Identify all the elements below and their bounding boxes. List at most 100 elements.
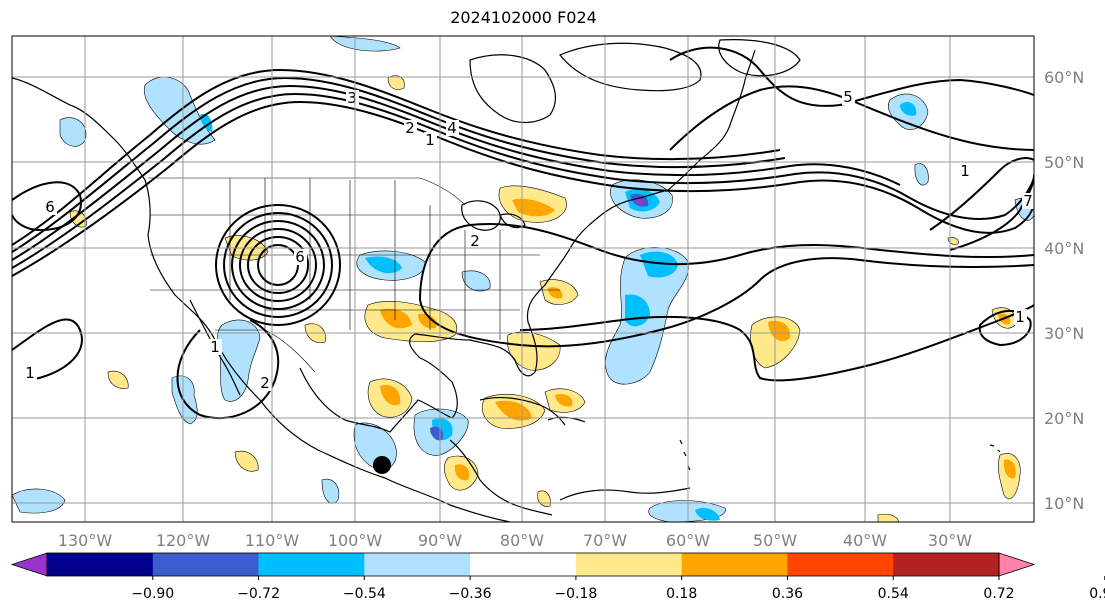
colorbar-tick-label: −0.72	[237, 586, 280, 602]
contour-label: 6	[45, 198, 55, 216]
lon-label: 30°W	[928, 531, 972, 550]
longitude-labels: 130°W 120°W 110°W 100°W 90°W 80°W 70°W 60°W 50°W…	[58, 531, 972, 550]
coastlines	[12, 39, 1001, 522]
contour-right-low	[978, 310, 1032, 347]
contour-label: 2	[260, 374, 270, 392]
colorbar-bin	[364, 553, 471, 576]
colorbar-tick-label: −0.18	[554, 586, 597, 602]
colorbar-bin	[681, 553, 788, 576]
lat-label: 20°N	[1044, 409, 1084, 428]
fill-orange-lakes	[512, 198, 555, 217]
coast-lakes	[461, 200, 526, 231]
contour-right-2	[949, 174, 1034, 251]
colorbar-tick-label: 0.36	[772, 586, 803, 602]
coast-arctic	[559, 42, 702, 92]
lat-label: 10°N	[1044, 494, 1084, 513]
lat-label: 30°N	[1044, 324, 1084, 343]
contour-south-1	[419, 223, 1034, 301]
contour-left-loop	[12, 181, 82, 232]
contour-label: 1	[425, 131, 435, 149]
colorbar-extend-low	[10, 552, 48, 577]
contour-label: 5	[843, 88, 853, 106]
colorbar-bin	[47, 553, 154, 576]
contour-label-bg	[1014, 309, 1027, 325]
coast-canada-east	[667, 49, 756, 191]
colorbar-tick-label: 0.54	[878, 586, 909, 602]
colorbar-tick-label: 0.72	[983, 586, 1014, 602]
latitude-labels: 60°N 50°N 40°N 30°N 20°N 10°N	[1044, 68, 1084, 513]
fill-deep-blue-8	[695, 508, 720, 521]
coast-baja	[189, 299, 241, 396]
fill-orange-e2	[1003, 459, 1016, 479]
fill-yellow-s1	[537, 490, 551, 507]
contour-label-bg	[259, 375, 272, 391]
border-us-canada	[148, 177, 466, 206]
storm-marker-dot	[373, 456, 391, 474]
fill-orange-ca	[454, 464, 470, 481]
contour-label: 3	[347, 89, 357, 107]
fill-blue-pac2	[321, 478, 340, 504]
contour-label: 7	[1023, 192, 1033, 210]
contour-label-bg	[44, 199, 57, 215]
contour-label-bg	[842, 89, 855, 105]
coast-cuba	[479, 396, 566, 426]
colorbar-bin	[470, 553, 577, 576]
colorbar-extend-high	[998, 552, 1036, 577]
fill-deep-blue-7	[900, 101, 917, 116]
lon-label: 80°W	[500, 531, 544, 550]
colorbar-bin	[787, 553, 894, 576]
contour-label-bg	[1022, 193, 1035, 209]
lon-label: 60°W	[666, 531, 710, 550]
anomaly-fills	[12, 36, 1034, 522]
colorbar-tick-label: −0.54	[343, 586, 386, 602]
colorbar: −0.90 −0.72 −0.54 −0.36 −0.18 0.18 0.36 0.54 0.7…	[10, 552, 1105, 602]
coast-central-america	[449, 439, 553, 516]
fill-blue-sw	[12, 488, 66, 514]
contour-label-bg	[424, 132, 437, 148]
contour-label-bg	[24, 365, 37, 381]
contour-low-4	[223, 212, 333, 318]
contour-label-bg	[446, 120, 459, 136]
contour-jet-1	[12, 68, 781, 246]
lat-label: 40°N	[1044, 239, 1084, 258]
fill-deep-blue-3	[365, 256, 402, 274]
fill-blue-ohio	[461, 270, 491, 292]
coast-south-america	[559, 487, 691, 501]
fill-blue-mid1	[914, 163, 929, 186]
coast-greenland	[718, 39, 801, 77]
contour-label: 6	[295, 248, 305, 266]
fill-orange-gulf	[380, 384, 401, 406]
fill-orange-cuba	[495, 400, 532, 421]
colorbar-bin	[575, 553, 683, 576]
fill-orange-texas2	[418, 313, 437, 329]
contour-sw-loop	[12, 318, 83, 381]
lon-label: 90°W	[418, 531, 462, 550]
contour-label: 1	[25, 364, 35, 382]
colorbar-frame	[46, 552, 1000, 577]
fill-deep-blue-6	[200, 113, 213, 132]
fill-blue-baja	[217, 319, 261, 402]
contour-low-2	[239, 228, 317, 302]
contour-label: 1	[960, 162, 970, 180]
contour-low-1	[247, 236, 309, 294]
fill-orange-pr	[555, 394, 573, 407]
contour-label-bg	[209, 339, 222, 355]
fill-orange-atl30	[768, 320, 791, 342]
coast-hudson	[469, 54, 557, 124]
lon-label: 70°W	[583, 531, 627, 550]
contour-low-6	[257, 244, 299, 286]
lon-label: 40°W	[843, 531, 887, 550]
fill-purple-1	[634, 197, 644, 206]
fill-yellow-s2	[877, 513, 899, 522]
fill-deep-blue-2	[640, 251, 678, 278]
lon-label: 110°W	[245, 531, 300, 550]
contour-label: 4	[447, 119, 457, 137]
contour-label-bg	[959, 163, 972, 179]
lon-label: 120°W	[156, 531, 211, 550]
colorbar-bin	[258, 553, 365, 576]
map-title: 2024102000 F024	[450, 8, 597, 27]
contour-jet-4	[12, 92, 1034, 269]
contour-right-1	[929, 157, 1034, 231]
lat-label: 60°N	[1044, 68, 1084, 87]
